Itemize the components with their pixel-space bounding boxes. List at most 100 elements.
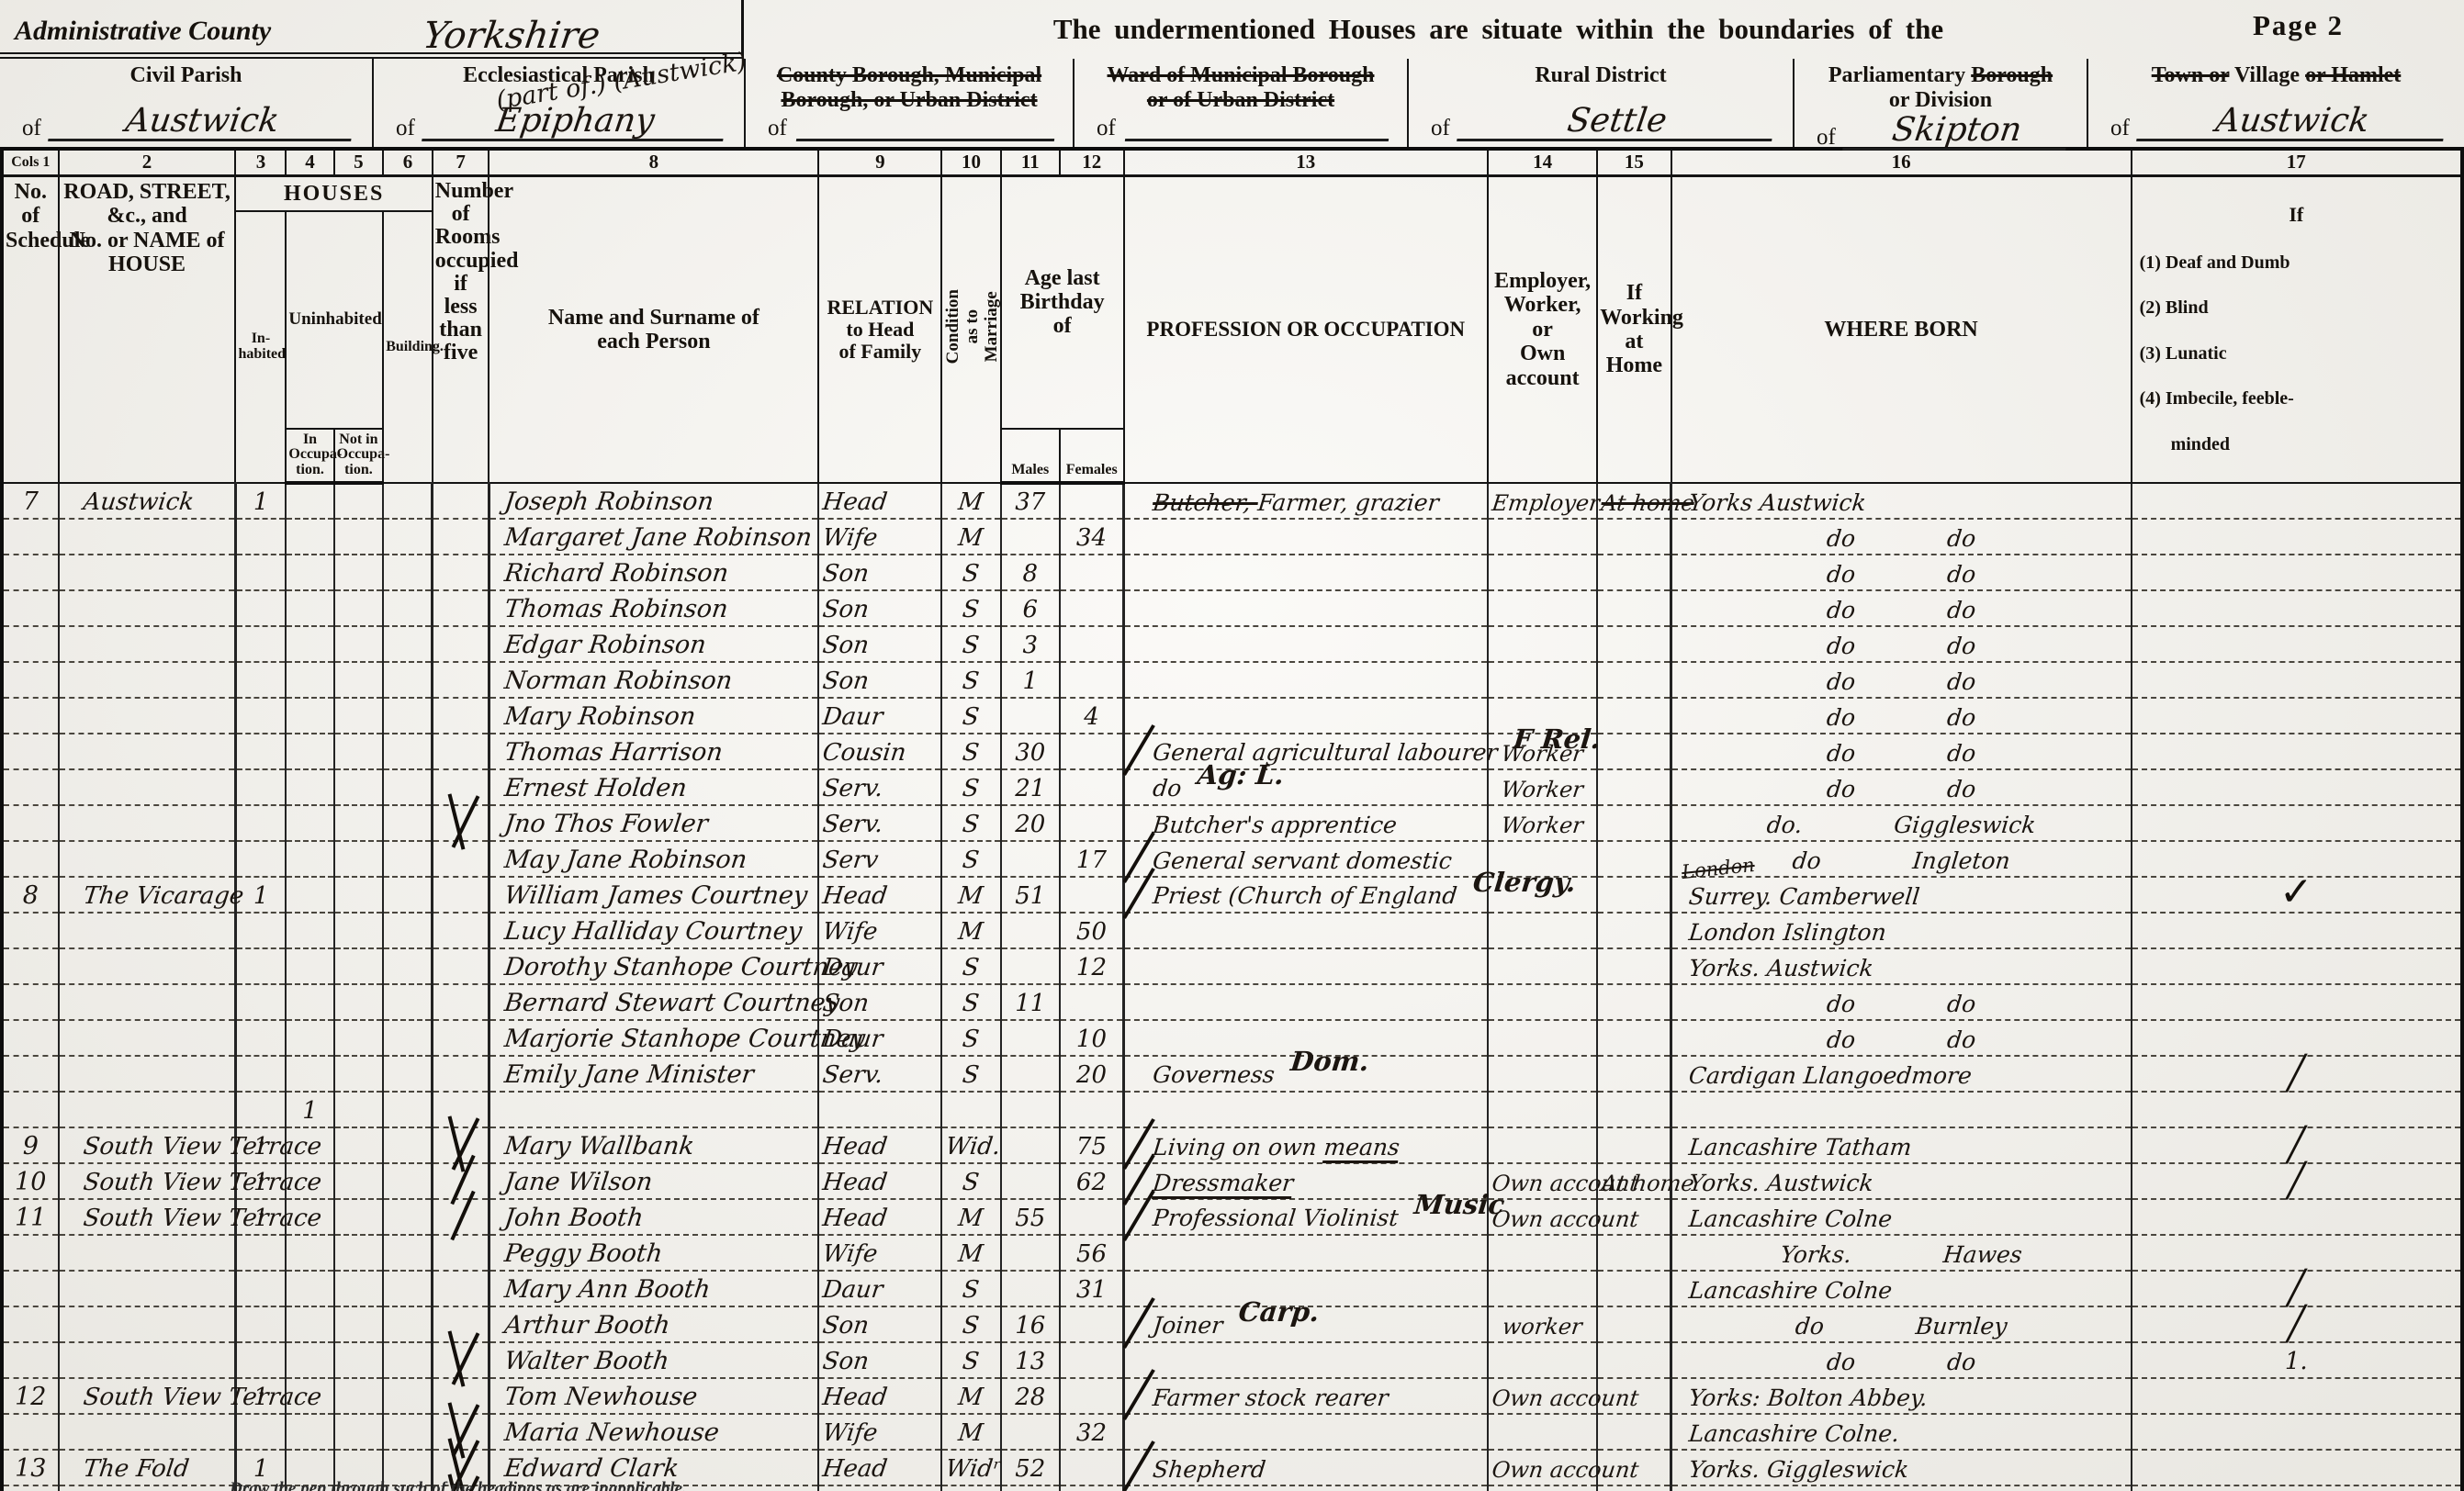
cell-relation: Wife xyxy=(816,1234,944,1271)
cell-uninhabited-in-occupation xyxy=(285,1377,334,1415)
cell-at-home xyxy=(1594,1413,1673,1450)
header-uninhabited: Uninhabited xyxy=(285,211,384,430)
cell-at-home xyxy=(1594,1485,1673,1491)
cell-name: Mary Wallbank xyxy=(486,1127,821,1163)
cell-age-male xyxy=(999,1485,1060,1491)
cell-occupation xyxy=(1121,983,1491,1020)
cell-inhabited xyxy=(233,1341,287,1379)
cell-infirmity xyxy=(2130,912,2462,949)
cell-condition: S xyxy=(939,625,1004,662)
text-part: Ecclesiastical Parish xyxy=(463,63,655,87)
cell-road xyxy=(56,733,238,769)
district-value xyxy=(795,139,1055,141)
cell-occupation xyxy=(1121,697,1491,734)
table-row: 13 The Fold 1 Edward Clark Head Widʳ 52 Shepher… xyxy=(1,1449,2462,1486)
cell-name: Arthur Booth xyxy=(486,1306,821,1342)
cell-at-home xyxy=(1594,661,1673,698)
cell-uninhabited-in-occupation xyxy=(285,625,334,663)
administrative-county-label: Administrative County xyxy=(15,16,272,46)
cell-uninhabited-not-occupation xyxy=(332,1127,384,1164)
cell-at-home xyxy=(1594,840,1673,877)
cell-uninhabited-not-occupation xyxy=(332,518,384,555)
infirmity-item: minded xyxy=(2170,433,2231,454)
cell-occupation: Living on own means xyxy=(1121,1127,1491,1163)
of-label: of xyxy=(2110,116,2130,140)
cell-at-home xyxy=(1594,1055,1673,1092)
cell-where-born: do do xyxy=(1670,983,2132,1021)
cell-schedule xyxy=(1,1019,59,1057)
cell-occupation xyxy=(1121,661,1491,698)
cell-occupation xyxy=(1121,554,1491,590)
cell-where-born: Yorks. Hawes xyxy=(1670,1234,2132,1272)
cell-age-male xyxy=(999,1234,1060,1272)
cell-where-born: Yorks Austwick xyxy=(1670,482,2132,520)
cell-inhabited xyxy=(233,697,287,734)
cell-uninhabited-not-occupation xyxy=(332,554,384,591)
cell-age-female xyxy=(1058,482,1124,520)
cell-building xyxy=(382,1377,433,1415)
cell-building xyxy=(382,589,433,627)
cell-building xyxy=(382,482,433,520)
table-row: Dorothy Stanhope Courtney Daur S 12 Yorks. A… xyxy=(1,947,2462,985)
cell-age-female xyxy=(1058,1449,1124,1486)
slash-mark: ╱ xyxy=(2286,1054,2307,1093)
text-part: Butcher, xyxy=(1151,488,1259,516)
occupation-annotation: Carp. xyxy=(1236,1295,1321,1328)
header-relation: RELATION to Head of Family xyxy=(817,175,942,484)
cell-age-male: 30 xyxy=(999,733,1060,770)
cell-uninhabited-not-occupation xyxy=(332,1449,384,1486)
page-number: Page 2 xyxy=(2253,9,2344,41)
cell-schedule: 13 xyxy=(1,1449,59,1486)
cell-infirmity: ╱ xyxy=(2130,1270,2462,1307)
born-value: Yorks: Bolton Abbey. xyxy=(1687,1384,1930,1411)
table-row: Edgar Robinson Son S 3 do do xyxy=(1,625,2462,663)
district-of-row: of xyxy=(1074,116,1407,147)
cell-inhabited xyxy=(233,912,287,949)
cell-infirmity xyxy=(2130,840,2462,878)
text-part: Dressmaker xyxy=(1150,1169,1295,1199)
cell-where-born: Yorks. Giggleswick xyxy=(1670,1449,2132,1486)
cell-at-home xyxy=(1594,1019,1673,1056)
cell-relation: Head xyxy=(816,1449,944,1485)
cell-where-born: do do xyxy=(1670,518,2132,555)
cell-condition: M xyxy=(939,912,1004,948)
cell-rooms xyxy=(431,804,489,842)
cell-infirmity xyxy=(2130,1198,2462,1236)
cell-condition: S xyxy=(939,1162,1004,1199)
col-number: 3 xyxy=(234,149,287,177)
cell-uninhabited-in-occupation xyxy=(285,768,334,806)
cell-uninhabited-in-occupation xyxy=(285,1341,334,1379)
cell-name: Margaret Jane Robinson xyxy=(486,518,821,555)
cell-condition: S xyxy=(939,804,1004,841)
district-value xyxy=(1124,139,1390,141)
cell-condition: M xyxy=(939,518,1004,555)
cell-uninhabited-not-occupation xyxy=(332,912,384,949)
cell-condition: S xyxy=(939,1341,1004,1378)
born-ditto: do xyxy=(1945,667,1977,695)
cell-employer: Employer xyxy=(1485,482,1601,519)
cell-schedule xyxy=(1,661,59,699)
born-value: Cardigan Llangoedmore xyxy=(1687,1061,1974,1089)
cell-employer xyxy=(1485,876,1600,913)
cell-road: The Vicarage xyxy=(56,876,245,913)
cell-uninhabited-not-occupation xyxy=(332,1198,384,1236)
cell-age-male xyxy=(999,697,1060,734)
cell-building xyxy=(382,518,433,555)
cell-rooms xyxy=(431,1413,489,1451)
cell-uninhabited-not-occupation xyxy=(332,768,384,806)
cell-name: John Booth xyxy=(486,1198,821,1235)
cell-employer xyxy=(1485,1127,1600,1163)
cell-where-born: do Burnley xyxy=(1670,1306,2132,1343)
column-numbers-row: Cols 1 2 3 4 5 6 7 8 9 10 11 12 13 14 15… xyxy=(1,149,2462,177)
cell-inhabited xyxy=(233,768,287,806)
cell-schedule xyxy=(1,768,59,806)
cell-schedule xyxy=(1,1091,59,1128)
table-row: Ernest Holden Serv. S 21 do Ag: L. Worker do do xyxy=(1,759,2462,806)
cell-building xyxy=(382,768,433,806)
born-value: London Islington xyxy=(1687,918,1888,946)
slash-mark: ╱ xyxy=(2286,1305,2307,1343)
cell-inhabited: 1 xyxy=(233,1449,287,1486)
header-inhabited: In- habited xyxy=(234,211,287,484)
cell-uninhabited-not-occupation xyxy=(332,661,384,699)
cell-age-female xyxy=(1058,625,1124,663)
